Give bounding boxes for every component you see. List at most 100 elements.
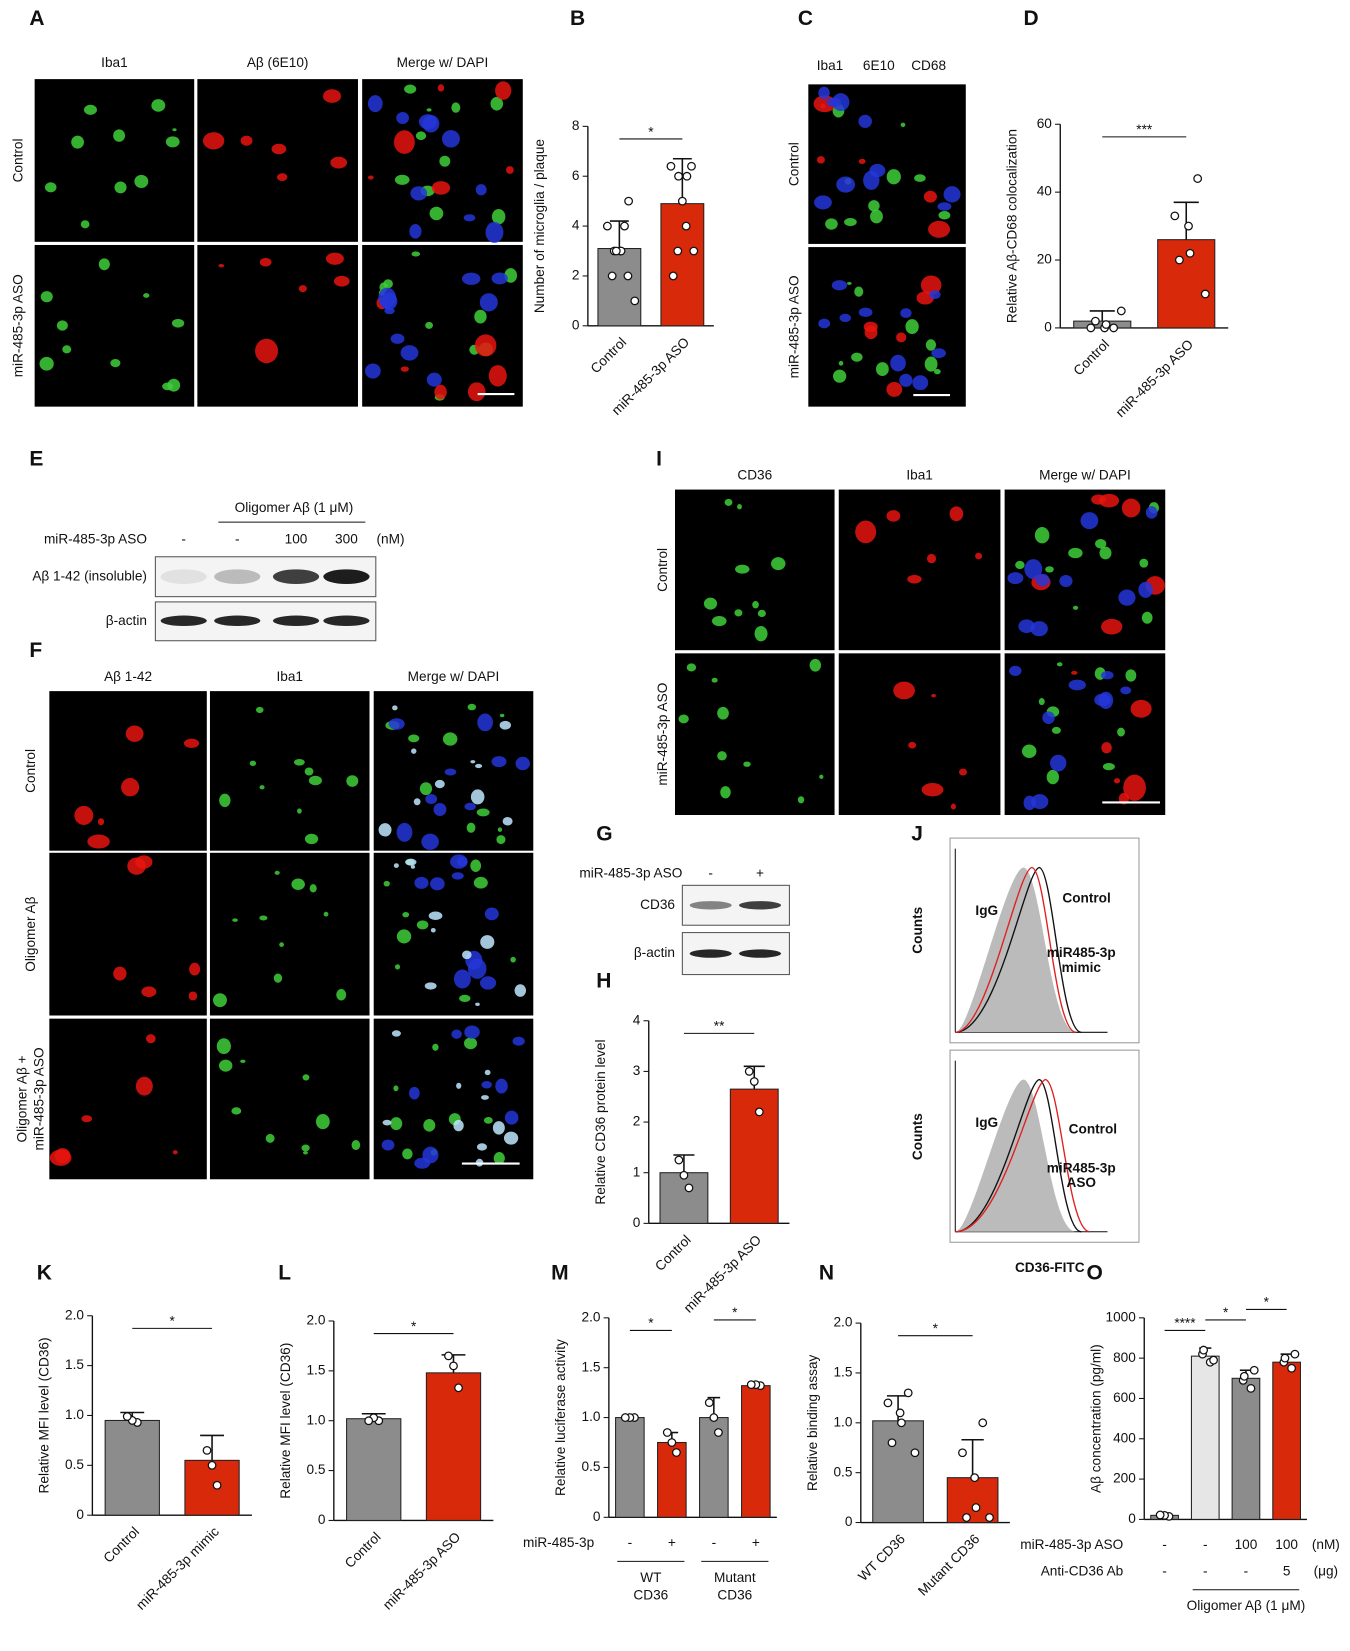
bar <box>425 1372 482 1521</box>
y-tick-label: 8 <box>572 118 580 133</box>
bar <box>699 1417 729 1518</box>
blot-band <box>739 901 782 910</box>
x-tick-label: - <box>712 1535 717 1550</box>
y-axis-title: Relative binding assay <box>805 1354 820 1491</box>
y-tick-label: 0 <box>593 1509 601 1524</box>
cell-signal <box>333 275 350 287</box>
cell-signal <box>475 763 483 769</box>
cell-signal <box>393 130 415 154</box>
cell-signal <box>480 935 495 949</box>
data-point <box>1155 1510 1165 1520</box>
cell-signal <box>83 104 97 115</box>
cell-signal <box>451 1029 462 1039</box>
cell-signal <box>858 114 872 128</box>
data-point <box>444 1351 453 1361</box>
y-tick-label: 4 <box>572 218 580 233</box>
cell-signal <box>495 81 512 100</box>
cell-signal <box>1118 589 1136 606</box>
image-tile <box>808 247 966 407</box>
y-tick-label: 1.5 <box>65 1357 84 1372</box>
cell-signal <box>400 345 419 361</box>
cell-signal <box>336 989 347 1001</box>
panel-letter: F <box>29 639 42 662</box>
cell-signal <box>62 345 72 354</box>
cell-signal <box>754 625 768 642</box>
cell-signal <box>1120 686 1132 695</box>
bar <box>872 1420 924 1524</box>
cell-signal <box>490 96 504 111</box>
lane-label: 100 <box>285 532 308 547</box>
cell-signal <box>933 368 941 375</box>
cell-signal <box>113 966 127 981</box>
cell-signal <box>907 574 922 584</box>
cell-signal <box>825 218 838 230</box>
cell-signal <box>1094 693 1111 707</box>
cell-signal <box>325 252 344 265</box>
panel-letter: G <box>596 822 612 845</box>
cell-signal <box>492 1121 505 1135</box>
treated-histogram <box>955 866 1077 1033</box>
control-histogram <box>955 866 1082 1033</box>
data-point <box>212 1480 222 1490</box>
cell-signal <box>1125 669 1137 682</box>
cell-signal <box>390 1117 403 1131</box>
cell-signal <box>499 720 511 730</box>
cell-signal <box>937 202 952 211</box>
cell-signal <box>391 1030 401 1037</box>
cell-signal <box>410 186 428 201</box>
data-point <box>978 1418 988 1428</box>
bar <box>346 1418 402 1521</box>
lane-label: - <box>181 532 186 547</box>
data-point <box>744 1066 754 1076</box>
cell-signal <box>809 658 822 672</box>
data-point <box>1101 320 1111 329</box>
cell-signal <box>232 918 238 922</box>
cell-signal <box>183 738 200 748</box>
data-point <box>1249 1365 1259 1375</box>
y-tick-label: 3 <box>633 1063 641 1078</box>
title-part: 6E10 <box>863 58 895 73</box>
cell-signal <box>213 993 227 1008</box>
title-part: CD68 <box>911 58 946 73</box>
cell-signal <box>113 129 126 142</box>
cell-signal <box>1123 774 1146 801</box>
cell-signal <box>931 693 936 698</box>
data-point <box>454 1383 463 1393</box>
panel-letter: A <box>29 7 44 30</box>
y-tick-label: 60 <box>1037 116 1053 131</box>
cell-signal <box>686 663 697 672</box>
cell-signal <box>410 865 416 869</box>
y-tick-label: 2.0 <box>65 1307 84 1322</box>
data-point <box>681 221 691 231</box>
cell-signal <box>491 208 506 225</box>
column-title: Merge w/ DAPI <box>1039 468 1131 483</box>
cell-signal <box>912 375 929 391</box>
cell-signal <box>430 877 445 891</box>
y-tick-label: 1.5 <box>582 1359 601 1374</box>
bar <box>1231 1377 1261 1520</box>
unit: (nM) <box>377 532 405 547</box>
cell-signal <box>975 552 983 560</box>
cell-signal <box>484 1069 491 1076</box>
cell-signal <box>920 275 942 295</box>
image-tile <box>197 244 358 407</box>
cell-signal <box>496 835 506 845</box>
cell-signal <box>493 1152 505 1165</box>
data-point <box>679 1170 689 1180</box>
cell-signal <box>479 293 498 312</box>
column-title: Iba1 <box>276 669 303 684</box>
y-tick-label: 0.5 <box>306 1462 325 1477</box>
y-tick-label: 2 <box>633 1114 641 1129</box>
cell-signal <box>711 677 718 683</box>
cell-signal <box>323 911 329 917</box>
band-label: CD36 <box>640 897 675 912</box>
data-point <box>364 1416 374 1426</box>
cell-signal <box>453 1119 464 1132</box>
cell-signal <box>382 1119 392 1126</box>
y-tick-label: 2.0 <box>582 1309 601 1324</box>
cell-signal <box>301 1144 310 1152</box>
row-label: Oligomer Aβ <box>23 896 38 971</box>
cell-signal <box>503 1131 519 1145</box>
cell-signal <box>470 789 485 805</box>
